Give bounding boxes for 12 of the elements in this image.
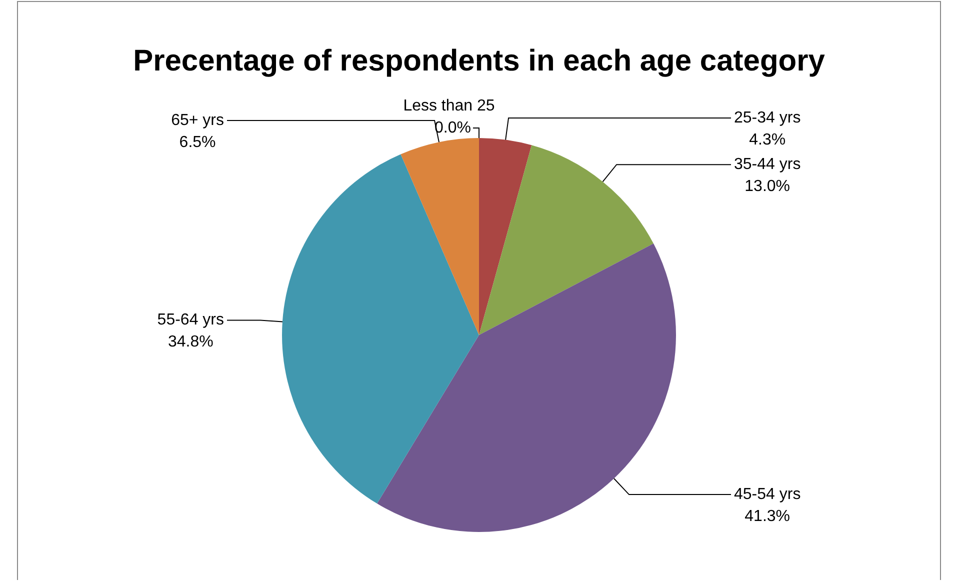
data-label: 13.0% (744, 178, 790, 196)
data-label: 4.3% (749, 131, 786, 148)
category-label: Less than 25 (403, 97, 495, 114)
data-label: 41.3% (744, 508, 790, 525)
slice-label: 25-34 yrs (734, 109, 801, 126)
data-label: 6.5% (179, 134, 216, 151)
data-label: 34.8% (168, 334, 214, 351)
slice-label: 65+ yrs (171, 112, 224, 129)
slice-label: 35-44 yrs (734, 156, 801, 174)
chart-title: Precentage of respondents in each age category (133, 44, 826, 78)
slice-label: 55-64 yrs (157, 312, 224, 329)
slice-label: 45-54 yrs (734, 486, 801, 503)
